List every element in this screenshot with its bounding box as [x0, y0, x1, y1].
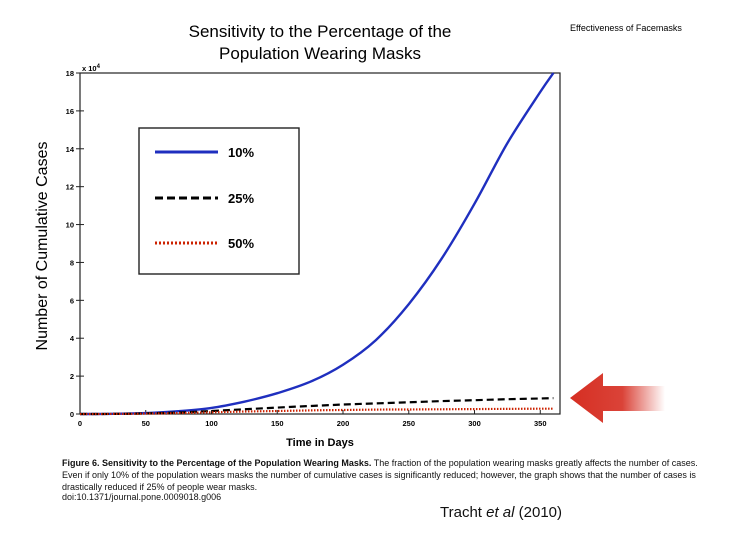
- y-tick-label: 4: [70, 334, 75, 343]
- y-multiplier: x 104: [82, 64, 101, 73]
- chart-title-line-2: Population Wearing Masks: [219, 44, 421, 63]
- x-tick-label: 200: [337, 419, 350, 428]
- x-tick-label: 250: [403, 419, 416, 428]
- y-tick-label: 12: [66, 183, 74, 192]
- plot-frame: [79, 72, 561, 415]
- figure-caption: Figure 6. Sensitivity to the Percentage …: [62, 457, 702, 493]
- x-axis-label: Time in Days: [286, 437, 354, 449]
- y-tick-label: 8: [70, 258, 74, 267]
- series-line-25pct: [79, 397, 554, 416]
- y-tick-label: 16: [66, 107, 74, 116]
- chart-title-line-1: Sensitivity to the Percentage of the: [189, 22, 452, 41]
- legend-label-50: 50%: [228, 236, 254, 251]
- y-multiplier-exp: 4: [97, 64, 101, 70]
- series-lines: [79, 72, 555, 416]
- y-axis-label: Number of Cumulative Cases: [34, 142, 51, 351]
- y-tick-label: 18: [66, 69, 74, 78]
- x-tick-label: 300: [468, 419, 481, 428]
- x-tick-label: 0: [78, 419, 82, 428]
- y-tick-label: 2: [70, 372, 74, 381]
- caption-text: The fraction of the population wearing m…: [62, 458, 698, 492]
- citation-etal: et al: [486, 504, 515, 521]
- figure-label: Figure 6. Sensitivity to the Percentage …: [62, 458, 372, 468]
- citation-year: (2010): [514, 504, 563, 521]
- corner-note: Effectiveness of Facemasks: [570, 23, 682, 33]
- doi: doi:10.1371/journal.pone.0009018.g006: [62, 492, 222, 502]
- highlight-arrow: [570, 373, 665, 423]
- y-tick-label: 14: [66, 145, 75, 154]
- citation-author: Tracht: [440, 504, 487, 521]
- legend-label-10: 10%: [228, 145, 254, 160]
- axes: 0 50 100 150 200 250 300 350 0 2 4 6 8 10 12 14 16 18: [66, 69, 561, 428]
- x-tick-label: 50: [142, 419, 150, 428]
- x-tick-label: 100: [205, 419, 218, 428]
- legend: 10% 25% 50%: [138, 127, 300, 275]
- citation: Tracht et al (2010): [440, 504, 562, 521]
- legend-label-25: 25%: [228, 191, 254, 206]
- series-line-50pct: [79, 407, 554, 416]
- y-tick-label: 6: [70, 296, 74, 305]
- x-tick-label: 150: [271, 419, 284, 428]
- y-tick-label: 0: [70, 410, 74, 419]
- x-tick-label: 350: [534, 419, 547, 428]
- legend-box: [138, 127, 300, 275]
- y-multiplier-base: x 10: [82, 64, 97, 73]
- y-tick-label: 10: [66, 221, 74, 230]
